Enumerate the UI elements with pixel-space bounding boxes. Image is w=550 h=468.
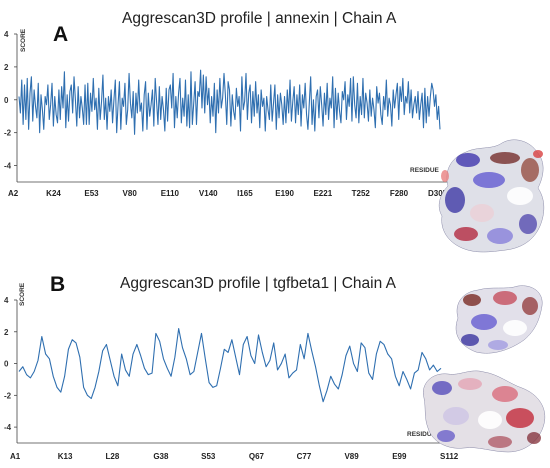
panel-a-letter: A: [53, 23, 68, 46]
panel-a-y-tick-label: 2: [4, 63, 9, 72]
panel-a-x-tick-label: I165: [237, 189, 253, 198]
panel-a: A Aggrescan3D profile | annexin | Chain …: [4, 10, 448, 198]
panel-b-x-tick-label: C77: [297, 452, 312, 461]
panel-b-x-tick-label: A1: [10, 452, 21, 461]
panel-b-x-ticks: A1 K13 L28 G38 S53 Q67 C77 V89 E99 S112: [10, 452, 459, 461]
panel-a-y-ticks: 4 2 0 -2 -4: [4, 30, 17, 171]
panel-a-y-tick-label: -4: [4, 162, 12, 171]
panel-b-y-ticks: 4 2 0 -2 -4: [4, 296, 17, 432]
panel-b-letter: B: [50, 273, 65, 296]
panel-b-y-tick-label: 2: [4, 328, 9, 337]
panel-a-x-tick-label: V80: [123, 189, 138, 198]
panel-b-score-line: [18, 328, 442, 403]
panel-a-x-ticks: A2 K24 E53 V80 E110 V140 I165 E190 E221 T252 F280 D…: [8, 189, 448, 198]
panel-b-y-tick-label: 4: [4, 296, 9, 305]
panel-b-x-tick-label: V89: [344, 452, 359, 461]
panel-a-x-tick-label: T252: [352, 189, 371, 198]
panel-a-y-tick-label: 0: [4, 96, 9, 105]
panel-a-x-tick-label: E110: [161, 189, 180, 198]
panel-b-y-tick-label: -2: [4, 391, 12, 400]
panel-b-x-tick-label: L28: [106, 452, 120, 461]
panel-b: B Aggrescan3D profile | tgfbeta1 | Chain…: [4, 273, 459, 461]
panel-a-title: Aggrescan3D profile | annexin | Chain A: [122, 10, 397, 27]
panel-a-x-tick-label: D305: [428, 189, 448, 198]
protein-surface-b1-image: [455, 285, 543, 354]
panel-b-x-tick-label: G38: [153, 452, 169, 461]
panel-a-series: [18, 69, 441, 135]
panel-b-ylabel: SCORE: [19, 282, 26, 306]
panel-b-xlabel: RESIDUE: [407, 431, 437, 438]
panel-b-x-tick-label: E99: [392, 452, 407, 461]
panel-a-y-tick-label: -2: [4, 129, 12, 138]
panel-a-x-tick-label: V140: [199, 189, 218, 198]
panel-b-x-tick-label: K13: [58, 452, 73, 461]
panel-a-x-tick-label: E221: [313, 189, 332, 198]
panel-b-series: [18, 328, 442, 403]
panel-b-y-tick-label: -4: [4, 423, 12, 432]
panel-a-x-tick-label: A2: [8, 189, 19, 198]
panel-b-title: Aggrescan3D profile | tgfbeta1 | Chain A: [120, 275, 397, 292]
panel-a-x-tick-label: E53: [84, 189, 99, 198]
panel-a-ylabel: SCORE: [20, 28, 27, 52]
panel-a-score-line: [18, 69, 441, 135]
panel-a-x-tick-label: K24: [46, 189, 61, 198]
panel-b-y-tick-label: 0: [4, 360, 9, 369]
panel-a-y-tick-label: 4: [4, 30, 9, 39]
panel-b-x-tick-label: Q67: [249, 452, 265, 461]
panel-b-x-tick-label: S112: [440, 452, 459, 461]
panel-a-x-tick-label: F280: [390, 189, 409, 198]
panel-a-x-tick-label: E190: [275, 189, 294, 198]
protein-surface-b2-image: [422, 370, 546, 453]
panel-a-xlabel: RESIDUE: [410, 167, 440, 174]
panel-b-x-tick-label: S53: [201, 452, 216, 461]
protein-surface-a-image: [438, 139, 545, 253]
